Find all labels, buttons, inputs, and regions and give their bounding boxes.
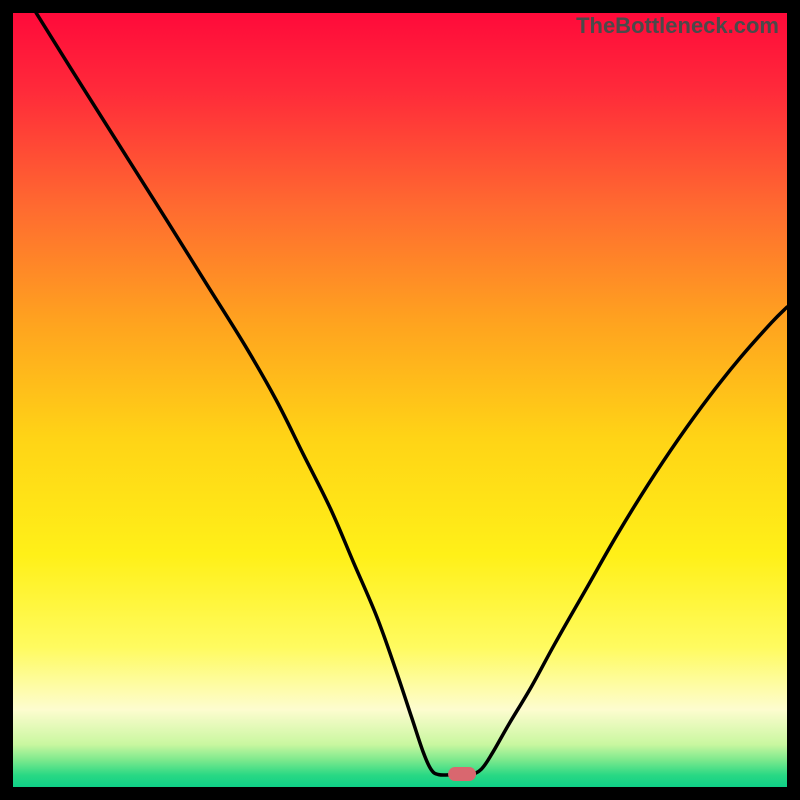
- curve-layer: [13, 13, 787, 787]
- plot-area: [13, 13, 787, 787]
- chart-canvas: TheBottleneck.com: [0, 0, 800, 800]
- optimal-marker: [448, 767, 476, 781]
- bottleneck-curve: [36, 13, 787, 775]
